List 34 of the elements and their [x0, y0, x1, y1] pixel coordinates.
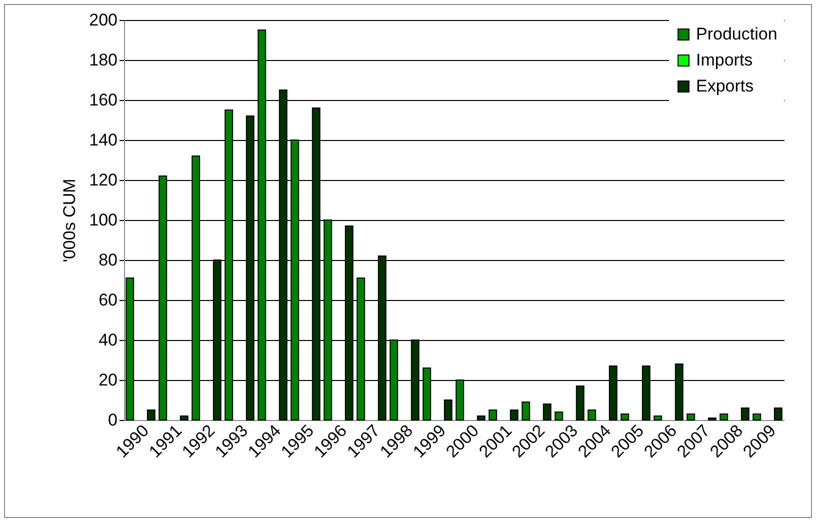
y-tick-label: 80	[98, 250, 118, 270]
bar	[554, 412, 564, 420]
bar	[542, 404, 552, 420]
bar	[720, 414, 728, 420]
y-tick-label: 40	[98, 330, 118, 350]
bar	[708, 418, 716, 420]
y-tick-label: 120	[89, 170, 118, 190]
bar	[476, 416, 486, 420]
bar	[774, 408, 782, 420]
y-tick-label: 60	[98, 290, 118, 310]
bar	[740, 408, 750, 420]
bar	[444, 400, 452, 420]
bar	[752, 414, 762, 420]
legend-label: Production	[696, 24, 778, 44]
bar	[654, 416, 662, 420]
bar	[620, 414, 630, 420]
bar	[510, 410, 518, 420]
y-tick-label: 140	[89, 130, 118, 150]
y-axis-title: '000s CUM	[60, 178, 80, 262]
bar	[180, 416, 188, 420]
legend-label: Imports	[696, 50, 753, 70]
y-tick-label: 100	[89, 210, 118, 230]
y-tick-label: 200	[89, 10, 118, 30]
bar	[686, 414, 696, 420]
bar	[576, 386, 584, 420]
legend-label: Exports	[696, 76, 754, 96]
bar	[146, 410, 156, 420]
y-tick-label: 20	[98, 370, 118, 390]
bar	[488, 410, 498, 420]
y-tick-label: 160	[89, 90, 118, 110]
y-tick-label: 180	[89, 50, 118, 70]
bar	[588, 410, 596, 420]
bar	[522, 402, 530, 420]
y-tick-label: 0	[108, 410, 118, 430]
